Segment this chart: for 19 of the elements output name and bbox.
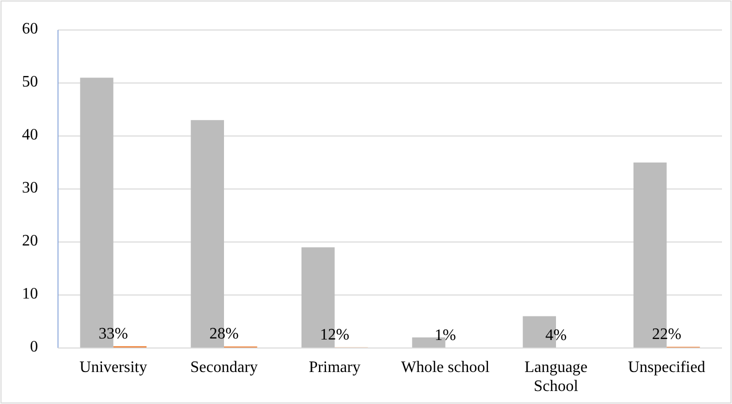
- data-label: 1%: [434, 326, 456, 344]
- y-tick-label: 50: [22, 74, 38, 91]
- data-label: 33%: [98, 325, 128, 342]
- x-tick-label: Primary: [308, 359, 360, 376]
- data-label: 12%: [320, 326, 350, 344]
- x-tick-label: University: [80, 359, 148, 376]
- data-label: 22%: [652, 326, 682, 343]
- y-tick-label: 30: [22, 180, 38, 197]
- y-tick-label: 60: [22, 20, 38, 38]
- x-tick-label: Language School: [524, 359, 588, 395]
- y-tick-label: 40: [22, 126, 38, 144]
- x-tick-label: Whole school: [401, 359, 490, 376]
- x-tick-label: Unspecified: [628, 359, 706, 376]
- y-tick-label: 20: [22, 232, 38, 250]
- x-tick-label: Secondary: [190, 359, 258, 376]
- y-tick-label: 0: [30, 338, 38, 356]
- data-label: 4%: [545, 326, 567, 344]
- data-label: 28%: [209, 326, 239, 343]
- y-tick-label: 10: [22, 286, 38, 303]
